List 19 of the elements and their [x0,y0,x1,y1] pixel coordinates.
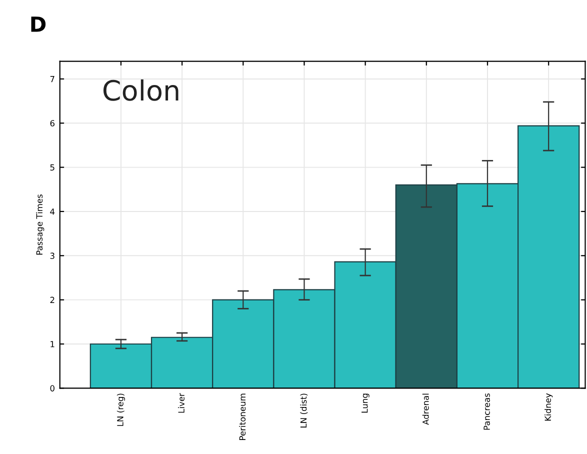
x-tick-label: Adrenal [422,394,429,425]
y-tick-label: 5 [50,164,54,171]
y-tick-label: 7 [50,76,54,82]
y-tick-label: 0 [50,385,54,392]
x-tick-label: Peritoneum [239,394,246,440]
x-tick-label: Liver [178,393,184,413]
x-tick-label: Kidney [544,393,553,421]
x-tick-label: Lung [362,394,370,413]
text: Colon [103,79,178,101]
y-tick-label: 3 [50,252,54,259]
x-tick-label: LN (reg) [116,394,125,426]
text: D [31,16,46,32]
y-tick-label: 4 [50,208,55,215]
y-axis-title: Passage Times [36,194,44,255]
y-tick-label: 6 [50,120,54,126]
y-tick-label: 1 [50,341,54,348]
x-tick-label: Pancreas [484,393,490,430]
x-tick-label: LN (dist) [300,394,308,428]
y-tick-label: 2 [50,296,54,303]
